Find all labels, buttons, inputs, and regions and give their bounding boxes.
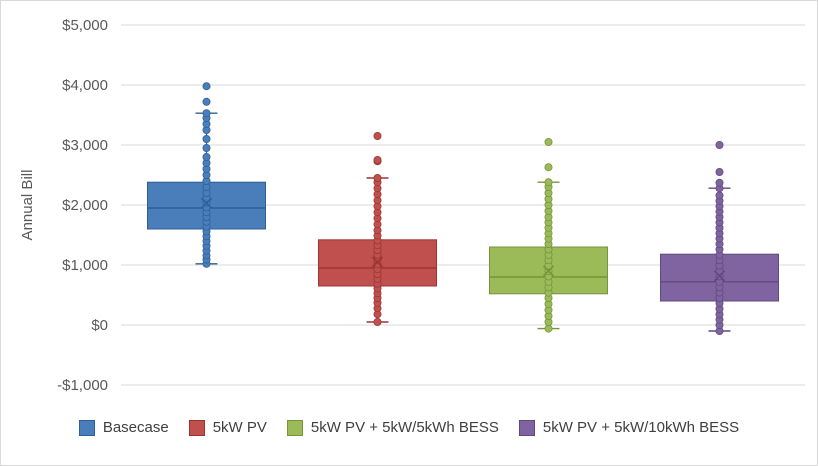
box-4 [660,140,779,335]
legend-label: 5kW PV + 5kW/10kWh BESS [542,419,740,436]
mean-marker [371,256,384,268]
data-point [715,140,724,149]
legend-item-5kw-pv[interactable]: 5kW PV [188,419,267,436]
y-axis-label: Annual Bill [19,170,36,241]
legend-swatch-5kw-pv-5kwh-bess [286,419,303,436]
data-point [202,152,211,161]
data-point [715,167,724,176]
data-point [544,324,553,333]
box-2 [318,131,437,326]
legend-item-5kw-pv-5kwh-bess[interactable]: 5kW PV + 5kW/5kWh BESS [286,419,499,436]
data-point [373,173,382,182]
legend-label: 5kW PV [212,419,267,436]
data-point [202,143,211,152]
y-tick-label: $4,000 [62,77,108,94]
data-point [544,137,553,146]
data-point [373,131,382,140]
data-point [202,97,211,106]
data-point [373,317,382,326]
legend-swatch-basecase [78,419,95,436]
legend: Basecase 5kW PV 5kW PV + 5kW/5kWh BESS 5… [1,419,817,436]
data-point [202,109,211,118]
legend-item-basecase[interactable]: Basecase [78,419,169,436]
data-point [202,134,211,143]
y-axis-tick-labels: -$1,000 $0 $1,000 $2,000 $3,000 $4,000 $5,000 [57,17,108,394]
box-3 [489,137,608,333]
data-point [544,178,553,187]
data-point [202,82,211,91]
y-tick-label: $1,000 [62,257,108,274]
legend-swatch-5kw-pv-10kwh-bess [518,419,535,436]
y-tick-label: $5,000 [62,17,108,34]
y-tick-label: -$1,000 [57,377,108,394]
legend-label: 5kW PV + 5kW/5kWh BESS [310,419,499,436]
mean-marker [200,197,213,209]
y-tick-label: $0 [91,317,108,334]
legend-swatch-5kw-pv [188,419,205,436]
data-point [544,163,553,172]
box-plot-chart: -$1,000$0$1,000$2,000$3,000$4,000$5,000 … [19,17,805,394]
legend-item-5kw-pv-10kwh-bess[interactable]: 5kW PV + 5kW/10kWh BESS [518,419,740,436]
y-tick-label: $3,000 [62,137,108,154]
y-tick-label: $2,000 [62,197,108,214]
legend-label: Basecase [102,419,169,436]
box-series [147,82,779,335]
data-point [715,178,724,187]
mean-marker [713,270,726,282]
data-point [373,155,382,164]
data-point [715,191,724,200]
mean-marker [542,265,555,277]
box-1 [147,82,266,268]
